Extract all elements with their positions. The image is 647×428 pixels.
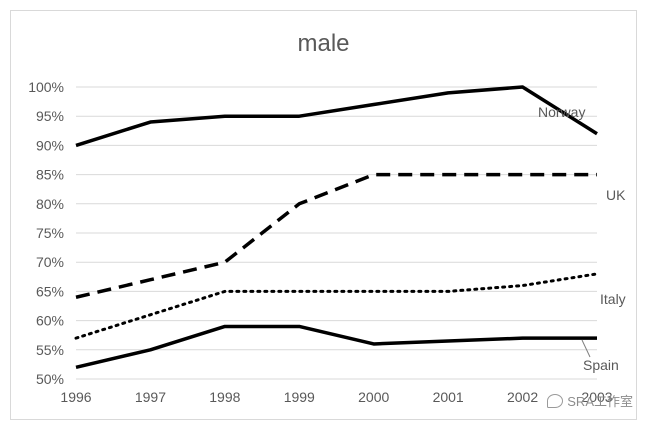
y-tick-label: 55% xyxy=(36,342,64,358)
series-label-italy: Italy xyxy=(600,291,626,307)
series-label-uk: UK xyxy=(606,187,626,203)
y-tick-label: 90% xyxy=(36,137,64,153)
x-tick-label: 2000 xyxy=(358,389,389,405)
chart-title: male xyxy=(297,30,350,57)
chat-bubble-icon xyxy=(547,393,564,408)
x-tick-label: 2001 xyxy=(433,389,464,405)
y-tick-label: 85% xyxy=(36,167,64,183)
x-tick-label: 1996 xyxy=(60,389,91,405)
spain-leader-line xyxy=(581,339,591,358)
series-lines xyxy=(74,85,599,370)
series-label-norway: Norway xyxy=(538,104,585,120)
y-tick-label: 70% xyxy=(36,254,64,270)
watermark: SRA工作室 xyxy=(547,391,633,410)
x-tick-label: 2003 xyxy=(581,389,612,405)
series-line-norway xyxy=(75,85,598,148)
x-tick-label: 2002 xyxy=(507,389,538,405)
series-line-spain xyxy=(75,324,597,370)
y-tick-label: 60% xyxy=(36,313,64,329)
y-tick-label: 95% xyxy=(36,108,64,124)
x-tick-label: 1998 xyxy=(209,389,240,405)
series-line-uk xyxy=(75,172,597,299)
series-labels: Norway UK Italy Spain xyxy=(538,104,626,373)
y-tick-label: 100% xyxy=(28,79,64,95)
x-axis-ticks: 1996 1997 1998 1999 2000 2001 2002 2003 xyxy=(60,389,612,405)
x-tick-label: 1997 xyxy=(135,389,166,405)
chart-frame xyxy=(10,10,637,420)
y-tick-label: 50% xyxy=(36,371,64,387)
x-tick-label: 1999 xyxy=(284,389,315,405)
series-line-italy xyxy=(74,272,599,340)
y-tick-label: 80% xyxy=(36,196,64,212)
y-tick-label: 65% xyxy=(36,283,64,299)
watermark-text: SRA工作室 xyxy=(567,394,633,409)
y-axis-ticks: 50% 55% 60% 65% 70% 75% 80% 85% 90% 95% 100% xyxy=(28,79,64,387)
y-tick-label: 75% xyxy=(36,225,64,241)
series-label-spain: Spain xyxy=(583,357,619,373)
